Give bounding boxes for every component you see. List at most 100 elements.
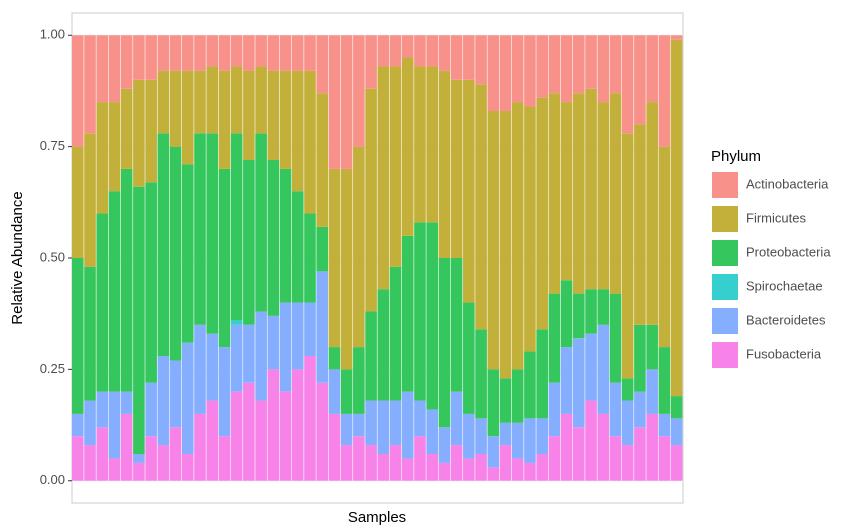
bar-segment: [218, 35, 231, 71]
bar-segment: [328, 413, 341, 481]
bar-segment: [267, 70, 280, 160]
bar-segment: [304, 70, 316, 214]
bar-segment: [157, 35, 170, 71]
bar-segment: [279, 70, 292, 169]
y-tick-label: 1.00: [40, 27, 65, 42]
bar-segment: [194, 35, 206, 71]
bar-segment: [475, 454, 487, 481]
bar-segment: [181, 342, 194, 454]
bar-segment: [463, 413, 475, 459]
bar-segment: [511, 422, 524, 459]
bar-segment: [670, 35, 683, 40]
bar-segment: [206, 333, 219, 401]
bar-segment: [316, 35, 329, 94]
bar-segment: [377, 400, 390, 454]
legend-key: [712, 240, 738, 266]
bar-segment: [499, 111, 512, 379]
bar-segment: [96, 35, 109, 103]
bar-segment: [536, 418, 548, 454]
bar-segment: [573, 427, 585, 481]
bar-segment: [181, 454, 194, 481]
bar-segment: [340, 369, 353, 414]
bar-segment: [414, 66, 426, 223]
bar-segment: [108, 458, 121, 481]
bar-segment: [426, 222, 438, 410]
bar-segment: [377, 454, 390, 481]
bar-segment: [353, 436, 365, 481]
bar-segment: [389, 266, 402, 401]
legend-key: [712, 274, 738, 300]
bar-segment: [145, 436, 157, 481]
bar-segment: [133, 186, 145, 454]
bar-segment: [585, 289, 597, 334]
bar-segment: [145, 35, 157, 80]
bar-segment: [230, 133, 243, 321]
bar-segment: [487, 111, 500, 370]
bar-segment: [658, 146, 671, 348]
bar-segment: [133, 462, 145, 481]
y-tick-label: 0.50: [40, 249, 65, 264]
bar-segment: [475, 418, 487, 454]
bar-segment: [72, 258, 84, 414]
legend-label: Actinobacteria: [746, 176, 829, 191]
bar-segment: [511, 102, 524, 370]
bar-segment: [670, 445, 683, 481]
y-tick-label: 0.75: [40, 138, 65, 153]
bar-segment: [634, 35, 646, 125]
bar-segment: [634, 124, 646, 325]
bar-segment: [120, 88, 133, 169]
bar-segment: [304, 35, 316, 71]
bar-segment: [414, 400, 426, 437]
bar-segment: [511, 35, 524, 103]
bar-segment: [670, 418, 683, 446]
legend: Actinobacteria Firmicutes Proteobacteria Sp…: [712, 172, 831, 368]
bar-segment: [524, 35, 536, 107]
bar-segment: [621, 445, 634, 481]
bar-segment: [169, 427, 182, 481]
bar-segment: [560, 280, 573, 348]
bar-segment: [145, 382, 157, 437]
bar-segment: [646, 35, 658, 103]
bar-segment: [609, 293, 622, 383]
bar-segment: [377, 66, 390, 290]
bar-segment: [291, 191, 304, 303]
bar-segment: [304, 213, 316, 303]
bar-segment: [353, 35, 365, 147]
bar-segment: [84, 133, 96, 267]
bar-segment: [463, 35, 475, 80]
bar-segment: [524, 351, 536, 419]
bar-segment: [304, 302, 316, 356]
bar-segment: [463, 458, 475, 481]
x-axis-title: Samples: [348, 509, 406, 526]
bar-segment: [499, 35, 512, 111]
bar-segment: [524, 106, 536, 352]
bar-segment: [328, 168, 341, 348]
bar-segment: [279, 168, 292, 303]
bar-segment: [548, 382, 561, 437]
bar-segment: [658, 35, 671, 147]
bar-segment: [585, 88, 597, 290]
bar-segment: [499, 422, 512, 446]
bar-segment: [243, 70, 255, 160]
bar-segment: [243, 324, 255, 383]
bar-segment: [597, 35, 610, 103]
bar-segment: [120, 35, 133, 89]
bar-segment: [353, 413, 365, 437]
bar-segment: [194, 133, 206, 325]
bar-segment: [438, 462, 451, 481]
bar-segment: [157, 445, 170, 481]
bar-segment: [206, 133, 219, 334]
bar-segment: [279, 391, 292, 481]
bar-segment: [96, 102, 109, 214]
bar-segment: [450, 258, 463, 392]
bar-segment: [340, 413, 353, 446]
bar-segment: [267, 369, 280, 481]
bar-segment: [108, 391, 121, 459]
bar-segment: [597, 413, 610, 481]
bar-segment: [548, 93, 561, 294]
bar-segment: [365, 88, 377, 312]
bar-segment: [365, 35, 377, 89]
bar-segment: [597, 289, 610, 325]
bar-segment: [475, 329, 487, 419]
bar-segment: [365, 400, 377, 446]
